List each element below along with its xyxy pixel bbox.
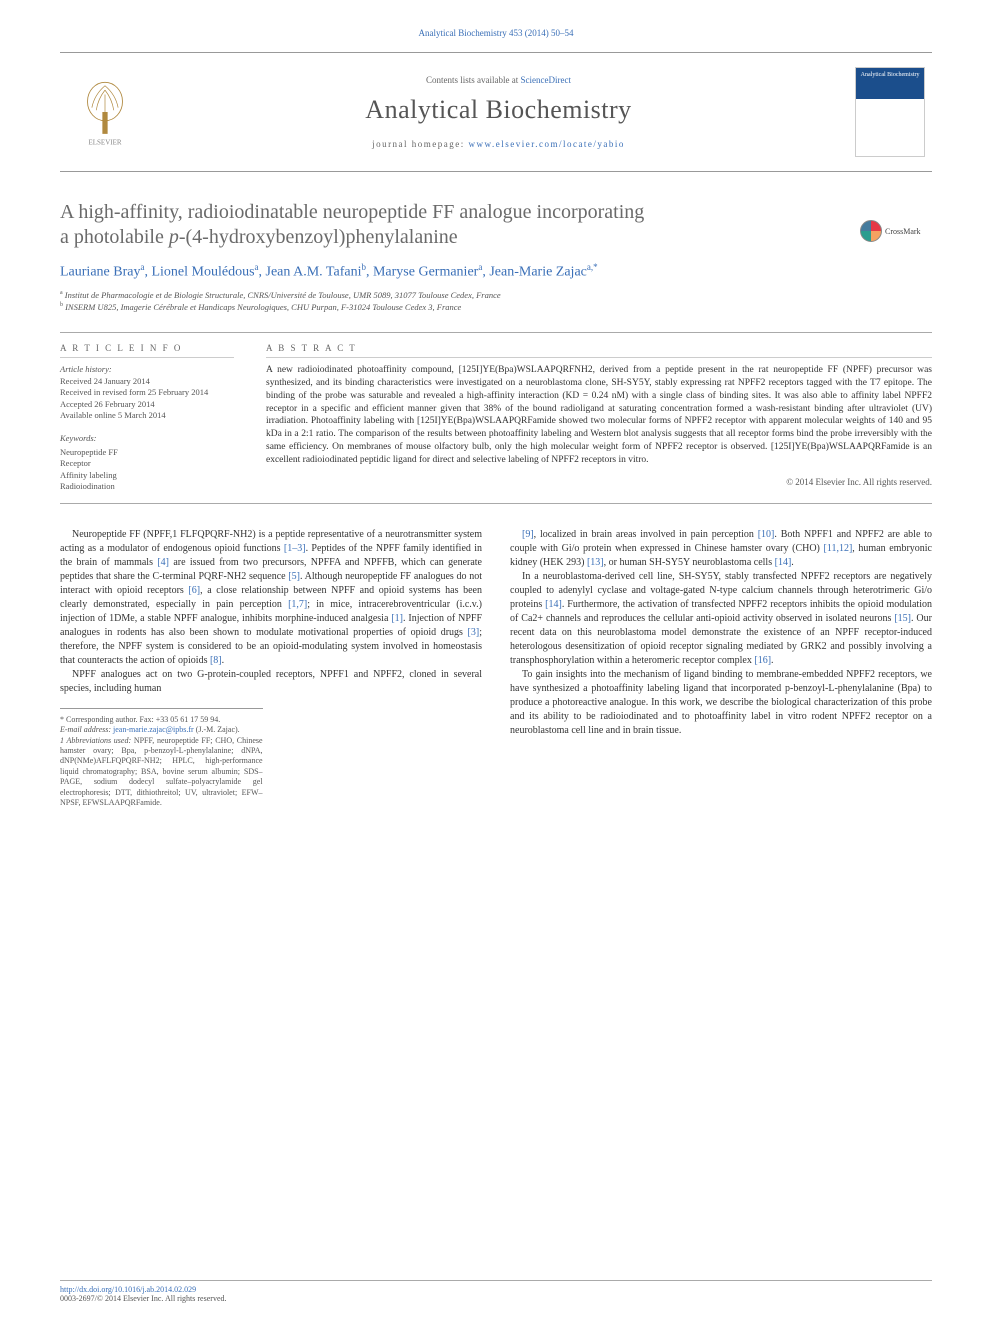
homepage-prefix: journal homepage: xyxy=(372,139,468,149)
title-line2-post: -(4-hydroxybenzoyl)phenylalanine xyxy=(179,226,458,248)
history-line: Accepted 26 February 2014 xyxy=(60,399,155,409)
body-paragraph: In a neuroblastoma-derived cell line, SH… xyxy=(510,570,932,668)
crossmark-label: CrossMark xyxy=(885,227,921,236)
elsevier-tree-icon: ELSEVIER xyxy=(75,77,135,147)
column-left: Neuropeptide FF (NPFF,1 FLFQPQRF-NH2) is… xyxy=(60,528,482,809)
title-line2-pre: a photolabile xyxy=(60,226,169,248)
article-title: A high-affinity, radioiodinatable neurop… xyxy=(60,200,932,250)
cover-thumb-title: Analytical Biochemistry xyxy=(860,72,920,78)
svg-text:ELSEVIER: ELSEVIER xyxy=(88,138,121,146)
authors-line: Lauriane Braya, Lionel Moulédousa, Jean … xyxy=(60,262,932,281)
affiliations: a Institut de Pharmacologie et de Biolog… xyxy=(60,289,932,314)
abbrev-text: NPFF, neuropeptide FF; CHO, Chinese hams… xyxy=(60,736,263,807)
journal-masthead: ELSEVIER Contents lists available at Sci… xyxy=(60,52,932,172)
article-history: Article history: Received 24 January 201… xyxy=(60,364,234,421)
bottom-bar: http://dx.doi.org/10.1016/j.ab.2014.02.0… xyxy=(60,1280,932,1303)
history-line: Available online 5 March 2014 xyxy=(60,410,166,420)
masthead-center: Contents lists available at ScienceDirec… xyxy=(150,53,847,171)
keyword: Affinity labeling xyxy=(60,470,117,480)
body-columns: Neuropeptide FF (NPFF,1 FLFQPQRF-NH2) is… xyxy=(60,528,932,809)
contents-lists-line: Contents lists available at ScienceDirec… xyxy=(426,75,571,85)
history-line: Received in revised form 25 February 201… xyxy=(60,387,208,397)
keyword: Receptor xyxy=(60,458,91,468)
keywords-block: Keywords: Neuropeptide FF Receptor Affin… xyxy=(60,433,234,492)
keyword: Neuropeptide FF xyxy=(60,447,118,457)
bottom-copyright: 0003-2697/© 2014 Elsevier Inc. All right… xyxy=(60,1294,227,1303)
doi-link[interactable]: http://dx.doi.org/10.1016/j.ab.2014.02.0… xyxy=(60,1285,196,1294)
abbrev-label: 1 Abbreviations used: xyxy=(60,736,131,745)
body-paragraph: Neuropeptide FF (NPFF,1 FLFQPQRF-NH2) is… xyxy=(60,528,482,668)
title-line1: A high-affinity, radioiodinatable neurop… xyxy=(60,201,644,223)
journal-cover-thumb: Analytical Biochemistry xyxy=(855,67,925,157)
journal-homepage-line: journal homepage: www.elsevier.com/locat… xyxy=(372,139,625,149)
crossmark-icon xyxy=(860,220,882,242)
abstract-heading: A B S T R A C T xyxy=(266,343,932,358)
article-info-heading: A R T I C L E I N F O xyxy=(60,343,234,358)
abstract-text: A new radioiodinated photoaffinity compo… xyxy=(266,364,932,467)
keyword: Radioiodination xyxy=(60,481,115,491)
article-info-block: A R T I C L E I N F O Article history: R… xyxy=(60,333,250,503)
title-line2-italic: p xyxy=(169,226,179,248)
journal-name: Analytical Biochemistry xyxy=(365,95,631,125)
abstract-copyright: © 2014 Elsevier Inc. All rights reserved… xyxy=(266,477,932,487)
homepage-link[interactable]: www.elsevier.com/locate/yabio xyxy=(469,139,625,149)
keywords-label: Keywords: xyxy=(60,433,234,444)
column-right: [9], localized in brain areas involved i… xyxy=(510,528,932,809)
contents-prefix: Contents lists available at xyxy=(426,75,520,85)
publisher-logo-area: ELSEVIER xyxy=(60,53,150,171)
citation-header: Analytical Biochemistry 453 (2014) 50–54 xyxy=(60,28,932,38)
body-paragraph: To gain insights into the mechanism of l… xyxy=(510,668,932,738)
cover-thumb-area: Analytical Biochemistry xyxy=(847,53,932,171)
email-label: E-mail address: xyxy=(60,725,111,734)
footnote-email-line: E-mail address: jean-marie.zajac@ipbs.fr… xyxy=(60,725,263,735)
body-paragraph: NPFF analogues act on two G-protein-coup… xyxy=(60,668,482,696)
footnotes: * Corresponding author. Fax: +33 05 61 1… xyxy=(60,708,263,809)
body-paragraph: [9], localized in brain areas involved i… xyxy=(510,528,932,570)
sciencedirect-link[interactable]: ScienceDirect xyxy=(521,75,571,85)
footnote-abbreviations: 1 Abbreviations used: NPFF, neuropeptide… xyxy=(60,736,263,809)
history-line: Received 24 January 2014 xyxy=(60,376,150,386)
history-label: Article history: xyxy=(60,364,112,374)
email-owner: (J.-M. Zajac). xyxy=(196,725,240,734)
info-abstract-row: A R T I C L E I N F O Article history: R… xyxy=(60,332,932,504)
corresponding-email[interactable]: jean-marie.zajac@ipbs.fr xyxy=(113,725,194,734)
abstract-block: A B S T R A C T A new radioiodinated pho… xyxy=(250,333,932,503)
crossmark-badge[interactable]: CrossMark xyxy=(860,218,932,244)
footnote-corresponding: * Corresponding author. Fax: +33 05 61 1… xyxy=(60,715,263,725)
